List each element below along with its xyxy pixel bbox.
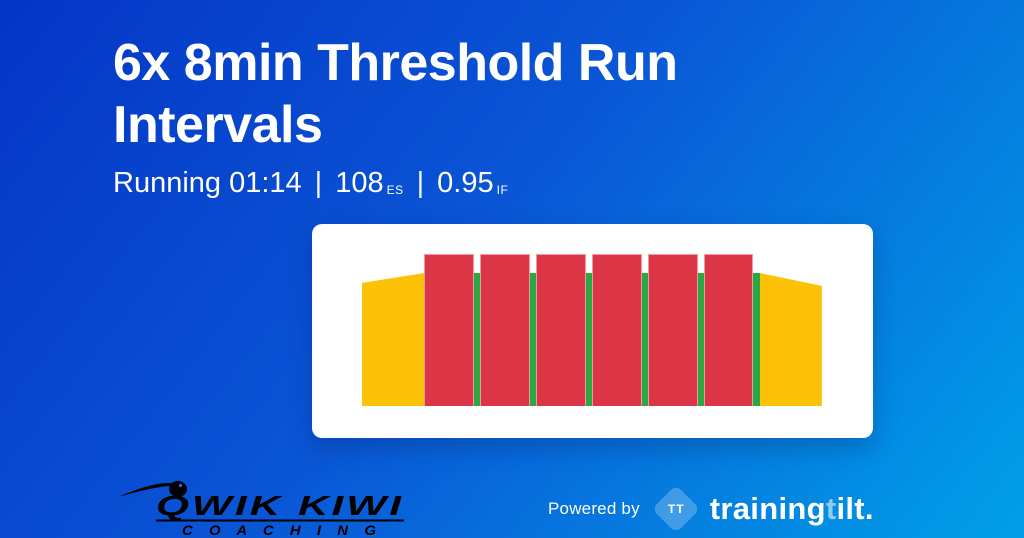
brand-rest: ilt. — [836, 491, 874, 526]
chart-segment-work-6 — [703, 254, 754, 406]
coach-logo-name: QWIK KIWI — [156, 490, 404, 521]
divider: | — [416, 166, 425, 199]
chart-segment-recovery-6 — [753, 273, 760, 406]
chart-segment-cooldown — [759, 273, 822, 406]
divider: | — [314, 166, 323, 199]
powered-by-section: Powered by TT training t ilt. — [548, 484, 874, 534]
chart-segment-work-3 — [536, 254, 586, 406]
chart-segment-recovery-2 — [529, 273, 536, 406]
interval-bar-chart — [362, 254, 822, 406]
brand-main: training — [709, 491, 826, 526]
trainingtilt-icon-text: TT — [667, 501, 685, 516]
intensity-factor-unit: IF — [496, 182, 509, 197]
kiwi-head-icon — [169, 481, 187, 497]
sport-label: Running — [113, 166, 222, 199]
effort-score-value: 108 — [335, 166, 384, 199]
chart-segment-warmup — [362, 273, 425, 406]
coach-logo-tagline: C O A C H I N G — [182, 523, 382, 538]
trainingtilt-wordmark: training t ilt. — [710, 491, 874, 527]
trainingtilt-diamond-icon: TT — [651, 484, 700, 534]
chart-segment-recovery-1 — [473, 273, 481, 406]
effort-score-unit: ES — [386, 182, 404, 197]
chart-segment-recovery-5 — [697, 273, 704, 406]
chart-segment-work-4 — [591, 254, 642, 406]
brand-light-letter: t — [825, 491, 837, 526]
duration-value: 01:14 — [229, 166, 302, 199]
kiwi-eye-icon — [178, 483, 183, 488]
chart-segment-work-1 — [424, 254, 474, 406]
chart-segment-work-5 — [647, 254, 698, 406]
coach-logo: QWIK KIWI C O A C H I N G — [116, 474, 416, 538]
chart-segment-work-2 — [480, 254, 530, 406]
logo-underline — [156, 519, 404, 522]
chart-segment-recovery-3 — [585, 273, 592, 406]
intensity-factor-value: 0.95 — [437, 166, 494, 199]
chart-segment-recovery-4 — [641, 273, 648, 406]
workout-title: 6x 8min Threshold Run Intervals — [113, 34, 678, 155]
hero-section: 6x 8min Threshold Run Intervals Running … — [113, 32, 773, 200]
workout-summary: Running 01:14 | 108 ES | 0.95 IF — [113, 167, 773, 200]
workout-chart-card — [312, 224, 873, 438]
qwik-kiwi-logo-icon: QWIK KIWI C O A C H I N G — [118, 481, 404, 538]
powered-by-label: Powered by — [548, 499, 640, 518]
